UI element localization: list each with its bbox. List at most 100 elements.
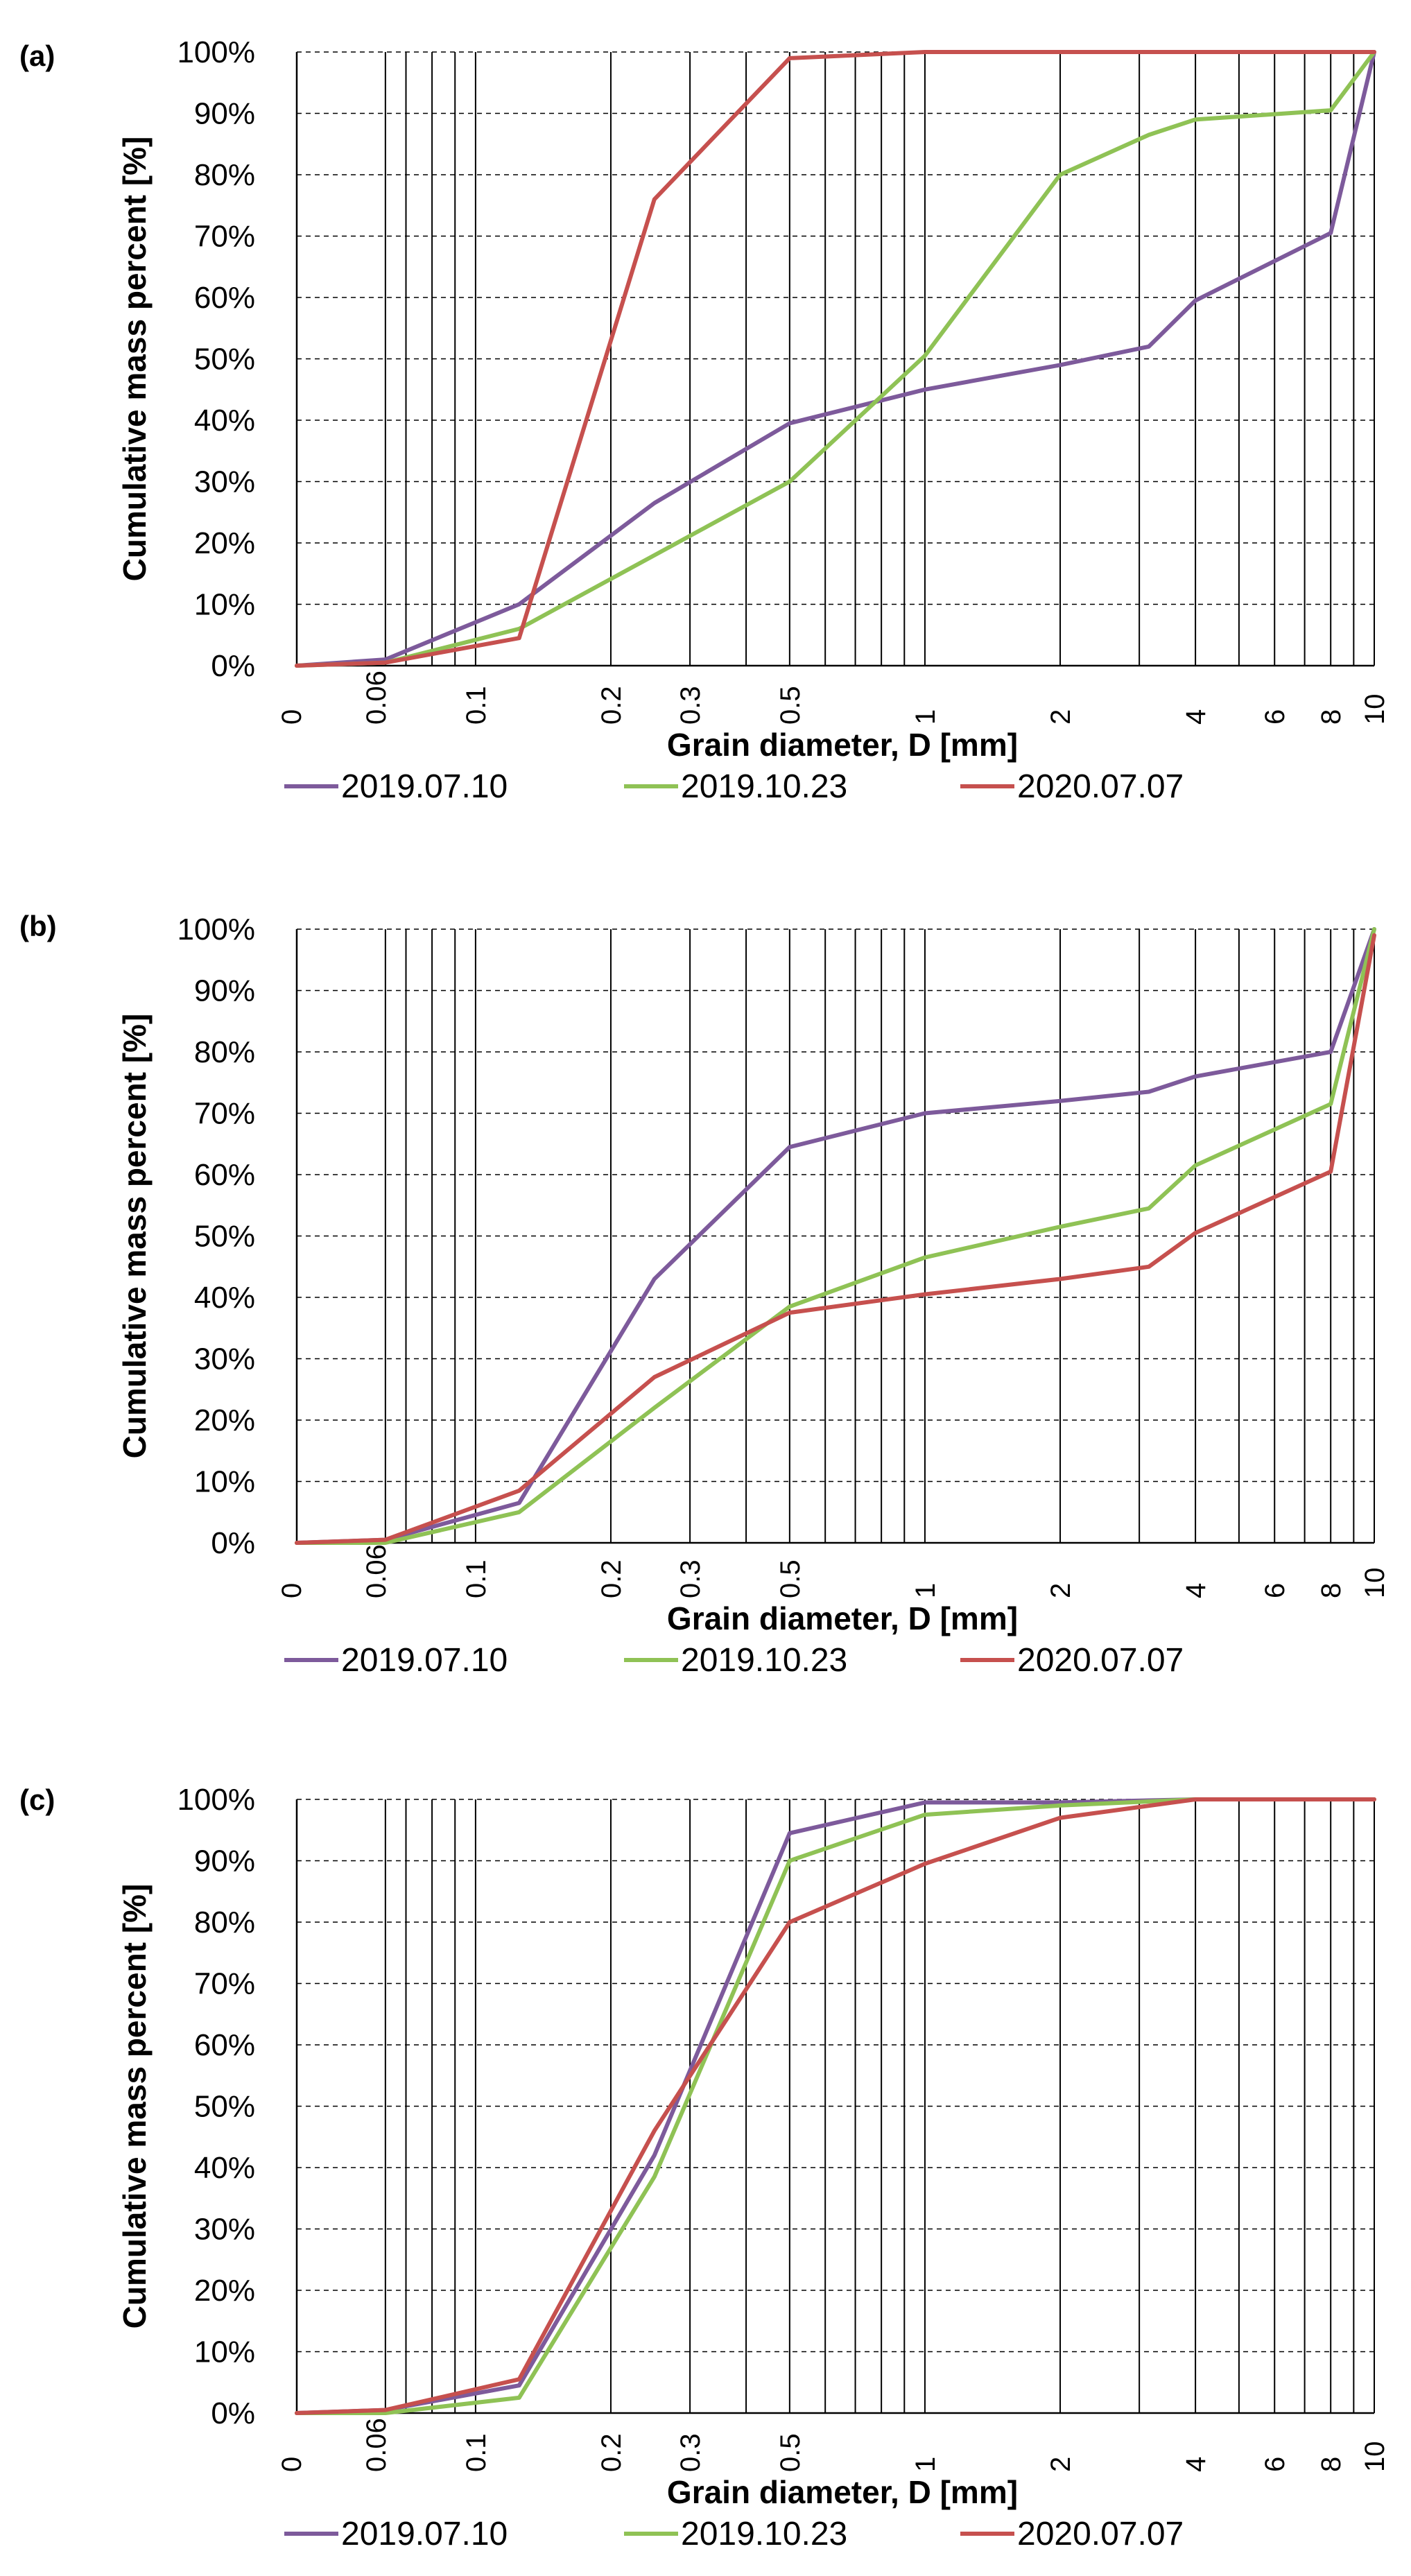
x-tick-label: 0.06 [361, 671, 392, 725]
x-tick-label: 2 [1046, 709, 1076, 725]
x-tick-label: 0 [277, 2457, 307, 2472]
panel-label: (a) [19, 40, 55, 72]
series-line-2019-10-23 [295, 50, 1376, 668]
x-tick-label: 10 [1360, 2441, 1390, 2473]
y-tick-label: 50% [194, 1220, 255, 1254]
legend-label: 2020.07.07 [1017, 768, 1184, 805]
legend-label: 2019.07.10 [341, 768, 508, 805]
legend-label: 2020.07.07 [1017, 1642, 1184, 1679]
x-tick-label: 8 [1316, 2457, 1347, 2472]
legend-label: 2020.07.07 [1017, 2516, 1184, 2552]
x-axis-title: Grain diameter, D [mm] [667, 1600, 1018, 1636]
legend-label: 2019.07.10 [341, 2516, 508, 2552]
x-tick-label: 0.2 [596, 686, 627, 725]
legend-label: 2019.10.23 [681, 768, 847, 805]
x-tick-label: 0.5 [775, 1559, 806, 1598]
y-tick-label: 100% [177, 35, 255, 69]
y-tick-label: 50% [194, 2090, 255, 2124]
panel-label: (b) [19, 910, 57, 942]
x-tick-label: 2 [1046, 2457, 1076, 2472]
y-tick-label: 40% [194, 404, 255, 438]
series-line-2019-10-23 [295, 927, 1376, 1545]
x-tick-label: 1 [910, 709, 941, 725]
x-tick-label: 10 [1360, 1568, 1390, 1599]
x-tick-label: 8 [1316, 1583, 1347, 1598]
x-tick-label: 0.3 [675, 1559, 706, 1598]
y-tick-label: 10% [194, 2335, 255, 2369]
y-tick-label: 30% [194, 2213, 255, 2247]
y-tick-label: 70% [194, 1967, 255, 2001]
x-axis-title: Grain diameter, D [mm] [667, 2474, 1018, 2510]
x-tick-label: 0 [277, 709, 307, 725]
x-tick-label: 6 [1260, 1583, 1290, 1598]
series-line-2020-07-07 [295, 1797, 1376, 2415]
x-tick-label: 0.2 [596, 1559, 627, 1598]
chart-panel-2: (b) 0% 10% 20% 30% 40% 50% 60% 70% 80% 90% 100% 0 0.0… [19, 910, 1390, 1679]
y-axis-title: Cumulative mass percent [%] [116, 137, 153, 582]
series-line-2020-07-07 [295, 933, 1376, 1545]
y-tick-label: 70% [194, 220, 255, 254]
x-tick-label: 0.5 [775, 686, 806, 725]
y-tick-label: 90% [194, 1844, 255, 1878]
y-tick-label: 0% [211, 2396, 255, 2430]
x-tick-label: 4 [1181, 709, 1211, 725]
y-tick-label: 100% [177, 1783, 255, 1817]
y-tick-label: 10% [194, 1465, 255, 1499]
y-tick-label: 20% [194, 1403, 255, 1437]
y-tick-label: 50% [194, 343, 255, 377]
y-axis-title: Cumulative mass percent [%] [116, 1884, 153, 2329]
y-tick-label: 60% [194, 281, 255, 315]
x-tick-label: 8 [1316, 709, 1347, 725]
series-line-2019-10-23 [295, 1797, 1376, 2415]
panel-label: (c) [19, 1783, 55, 1816]
y-tick-label: 40% [194, 1281, 255, 1315]
x-tick-label: 10 [1360, 694, 1390, 725]
y-tick-label: 40% [194, 2151, 255, 2185]
series-line-2019-07-10 [295, 50, 1376, 668]
x-axis-title: Grain diameter, D [mm] [667, 727, 1018, 763]
y-axis-title: Cumulative mass percent [%] [116, 1014, 153, 1459]
x-tick-label: 0.1 [461, 1559, 492, 1598]
y-tick-label: 30% [194, 1342, 255, 1376]
legend-label: 2019.07.10 [341, 1642, 508, 1679]
x-tick-label: 0.3 [675, 686, 706, 725]
series-line-2019-07-10 [295, 1797, 1376, 2415]
y-tick-label: 20% [194, 526, 255, 560]
x-tick-label: 4 [1181, 2457, 1211, 2472]
y-tick-label: 20% [194, 2274, 255, 2308]
x-tick-label: 0.5 [775, 2433, 806, 2472]
y-tick-label: 60% [194, 2028, 255, 2062]
y-tick-label: 80% [194, 1905, 255, 1939]
chart-panel-3: (c) 0% 10% 20% 30% 40% 50% 60% 70% 80% 90% 100% 0 0.0… [19, 1783, 1390, 2552]
y-tick-label: 70% [194, 1097, 255, 1131]
y-tick-label: 80% [194, 158, 255, 192]
series-line-2020-07-07 [295, 50, 1376, 668]
y-tick-label: 100% [177, 913, 255, 946]
x-tick-label: 0.1 [461, 2433, 492, 2472]
y-tick-label: 90% [194, 974, 255, 1008]
x-tick-label: 0.3 [675, 2433, 706, 2472]
x-tick-label: 6 [1260, 2457, 1290, 2472]
y-tick-label: 0% [211, 1526, 255, 1560]
y-tick-label: 30% [194, 465, 255, 499]
x-tick-label: 4 [1181, 1583, 1211, 1598]
x-tick-label: 1 [910, 1583, 941, 1598]
y-tick-label: 0% [211, 649, 255, 683]
series-line-2019-07-10 [295, 927, 1376, 1545]
legend-label: 2019.10.23 [681, 1642, 847, 1679]
y-tick-label: 60% [194, 1158, 255, 1192]
x-tick-label: 0 [277, 1583, 307, 1598]
y-tick-label: 10% [194, 588, 255, 622]
chart-panel-1: (a) 0% 10% 20% 30% 40% 50% 60% 70% 80% 90% 100% 0 0.0… [19, 35, 1390, 805]
x-tick-label: 6 [1260, 709, 1290, 725]
x-tick-label: 0.06 [361, 2418, 392, 2472]
legend-label: 2019.10.23 [681, 2516, 847, 2552]
x-tick-label: 2 [1046, 1583, 1076, 1598]
y-tick-label: 80% [194, 1035, 255, 1069]
x-tick-label: 0.1 [461, 686, 492, 725]
x-tick-label: 0.06 [361, 1544, 392, 1598]
x-tick-label: 1 [910, 2457, 941, 2472]
y-tick-label: 90% [194, 97, 255, 131]
x-tick-label: 0.2 [596, 2433, 627, 2472]
